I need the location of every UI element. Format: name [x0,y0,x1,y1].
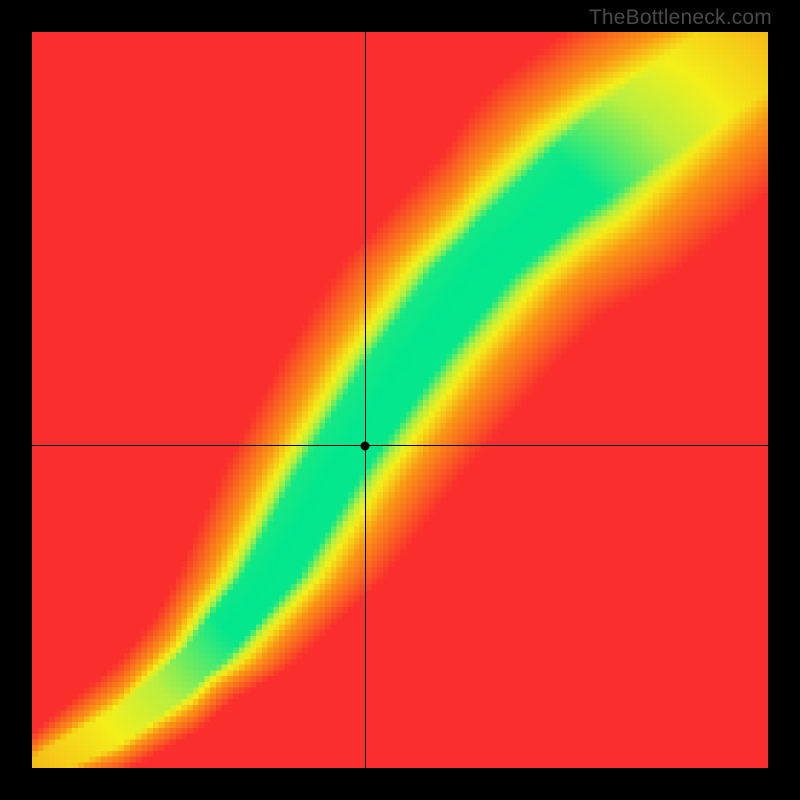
watermark-text: TheBottleneck.com [589,6,772,30]
heatmap-plot [32,32,768,768]
chart-container: TheBottleneck.com [0,0,800,800]
crosshair-vertical [365,32,367,768]
crosshair-dot [361,441,370,450]
crosshair-horizontal [32,445,768,447]
